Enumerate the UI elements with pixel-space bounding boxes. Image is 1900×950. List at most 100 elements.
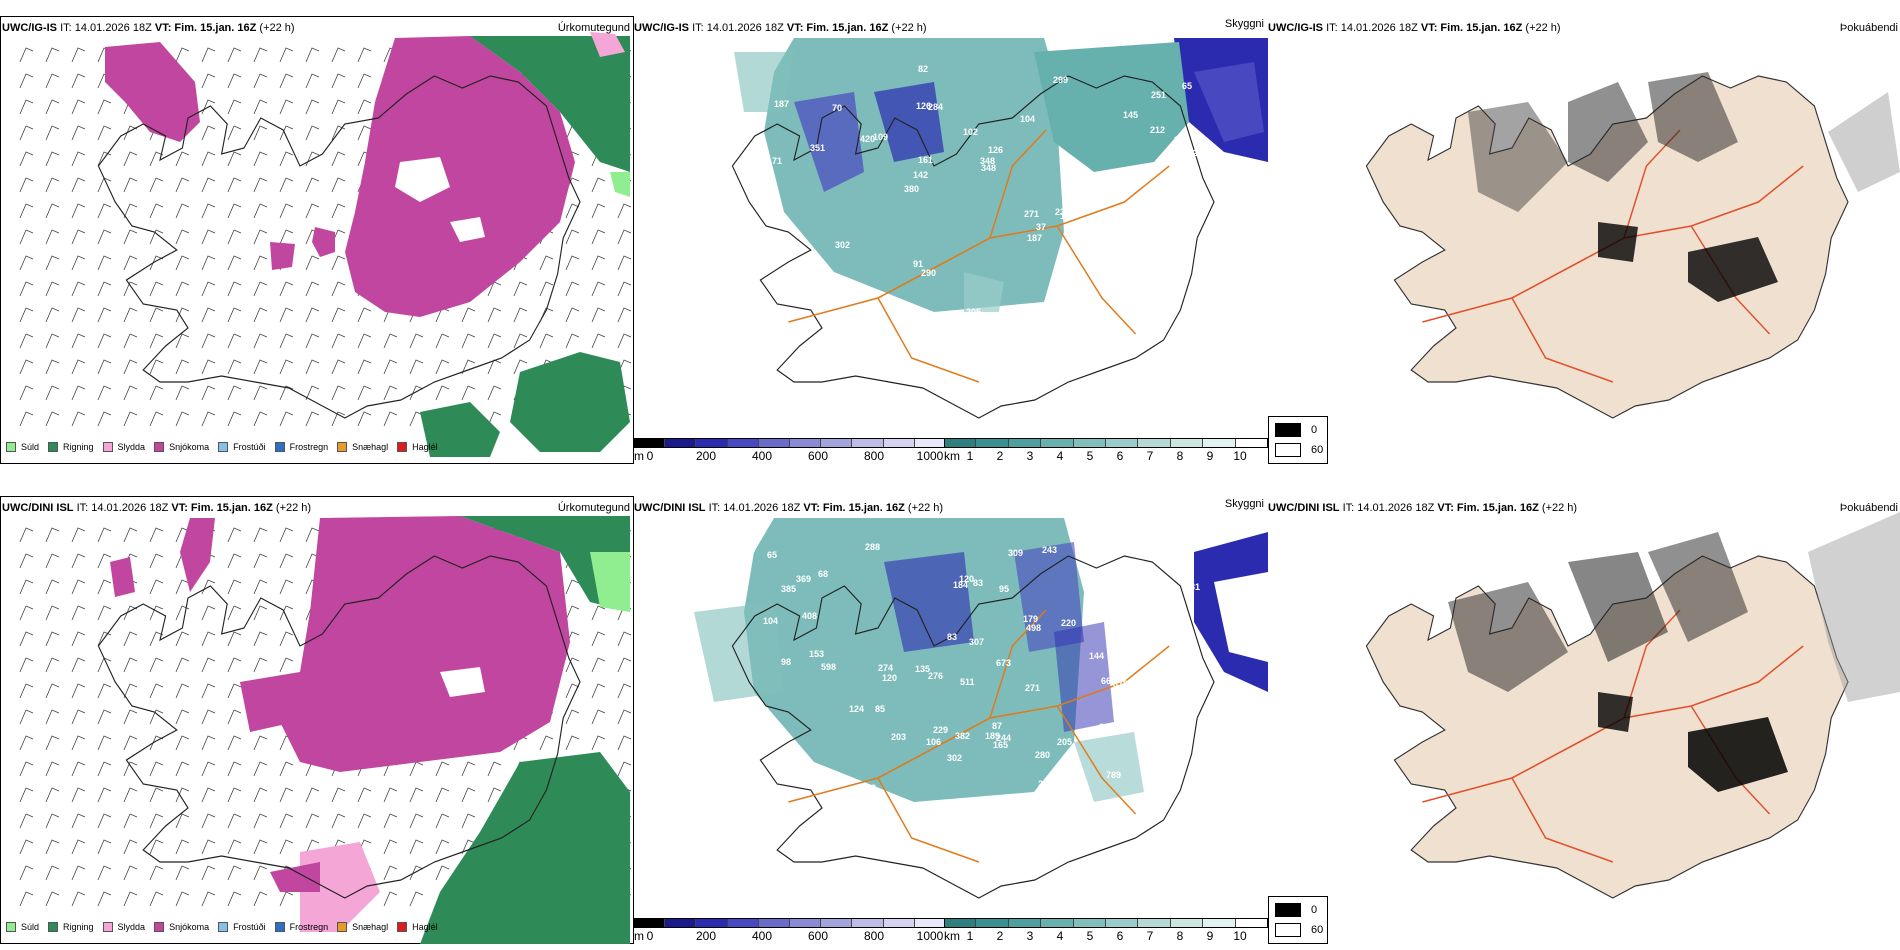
visibility-value-label: 104: [763, 616, 778, 626]
wind-barb: [175, 281, 190, 297]
legend-item-2: Slydda: [102, 442, 145, 452]
legend-item-5: Frostregn: [274, 442, 328, 452]
wind-barb: [45, 385, 60, 401]
wind-barb: [357, 359, 372, 375]
wind-barb: [565, 683, 580, 699]
wind-barb: [149, 281, 164, 297]
colorbar-segment: [1106, 438, 1139, 448]
wind-barb: [227, 761, 242, 777]
iceland-coastline: [731, 555, 1215, 899]
wind-barb: [253, 255, 268, 271]
legend-label: Frostúði: [233, 922, 266, 932]
wind-barb: [71, 839, 86, 855]
wind-barb: [97, 307, 112, 323]
fog-legend-top: 0 60: [1268, 416, 1328, 464]
wind-barb: [149, 177, 164, 193]
fog-legend-label: 0: [1311, 424, 1318, 436]
visibility-value-label: 220: [1099, 722, 1114, 732]
wind-barb: [357, 787, 372, 803]
wind-barb: [227, 307, 242, 323]
wind-barb: [227, 177, 242, 193]
visibility-value-label: 249: [769, 247, 784, 257]
wind-barb: [617, 709, 632, 725]
visibility-value-label: 188: [1106, 293, 1121, 303]
wind-barb: [71, 605, 86, 621]
fog-legend-bottom: 0 60: [1268, 896, 1328, 944]
wind-barb: [175, 307, 190, 323]
colorbar-km-bottom: 1 2 3 4 5 6 7 8 9 10: [944, 918, 1268, 942]
wind-barb: [461, 787, 476, 803]
wind-barb: [149, 553, 164, 569]
wind-barb: [305, 787, 320, 803]
wind-barb: [45, 527, 60, 543]
wind-barb: [45, 787, 60, 803]
wind-barb: [71, 683, 86, 699]
wind-barb: [45, 553, 60, 569]
wind-barb: [123, 813, 138, 829]
wind-barb: [175, 177, 190, 193]
wind-barb: [175, 839, 190, 855]
wind-barb: [71, 255, 86, 271]
visibility-value-label: 271: [1024, 209, 1039, 219]
colorbar-segment: [696, 918, 728, 928]
wind-barb: [201, 631, 216, 647]
colorbar-segment: [634, 438, 666, 448]
wind-barb: [149, 359, 164, 375]
colorbar-segment: [944, 438, 977, 448]
visibility-value-label: 171: [767, 156, 782, 166]
colorbar-segment: [665, 438, 697, 448]
wind-barb: [305, 813, 320, 829]
wind-barb: [201, 359, 216, 375]
wind-barb: [123, 527, 138, 543]
wind-barb: [97, 761, 112, 777]
wind-barb: [45, 411, 60, 427]
wind-barb: [123, 839, 138, 855]
wind-barb: [253, 579, 268, 595]
colorbar-tick-label: 9: [1206, 929, 1214, 943]
wind-barb: [45, 657, 60, 673]
wind-barb: [253, 333, 268, 349]
visibility-value-label: 102: [963, 127, 978, 137]
wind-barb: [357, 307, 372, 323]
visibility-value-label: 135: [915, 664, 930, 674]
wind-barb: [71, 865, 86, 881]
colorbar-segment: [1138, 438, 1171, 448]
wind-barb: [175, 865, 190, 881]
wind-barb: [123, 359, 138, 375]
visibility-value-label: 91: [913, 259, 923, 269]
wind-barb: [409, 813, 424, 829]
wind-barb: [617, 307, 632, 323]
wind-barb: [227, 839, 242, 855]
wind-barb: [617, 229, 632, 245]
legend-item-7: Haglél: [397, 442, 438, 452]
wind-barb: [279, 657, 294, 673]
colorbar-segment: [1041, 438, 1074, 448]
wind-barb: [279, 761, 294, 777]
colorbar-segment: [883, 918, 915, 928]
wind-barb: [461, 385, 476, 401]
wind-barb: [279, 47, 294, 63]
wind-barb: [331, 385, 346, 401]
wind-barb: [383, 891, 398, 907]
wind-barb: [123, 891, 138, 907]
wind-barb: [227, 813, 242, 829]
legend-swatch: [274, 922, 285, 932]
rain-area-ne-bottom: [460, 516, 630, 612]
wind-barb: [383, 839, 398, 855]
wind-barb: [201, 151, 216, 167]
colorbar-m-top: 0 200 400 600 800 1000: [634, 438, 946, 462]
wind-barb: [227, 709, 242, 725]
legend-item-3: Snjókoma: [154, 442, 209, 452]
wind-barb: [175, 385, 190, 401]
wind-barb: [123, 333, 138, 349]
precip-header-top: UWC/IG-IS IT: 14.01.2026 18Z VT: Fim. 15…: [2, 22, 295, 34]
road-network: [788, 609, 1170, 863]
visibility-value-label: 187: [1027, 233, 1042, 243]
visibility-value-label: 237: [1055, 207, 1070, 217]
visibility-value-label: 189: [985, 731, 1000, 741]
fog-legend-swatch: [1275, 443, 1301, 457]
wind-barb: [227, 787, 242, 803]
wind-barb: [149, 631, 164, 647]
wind-barb: [539, 333, 554, 349]
wind-barb: [435, 813, 450, 829]
